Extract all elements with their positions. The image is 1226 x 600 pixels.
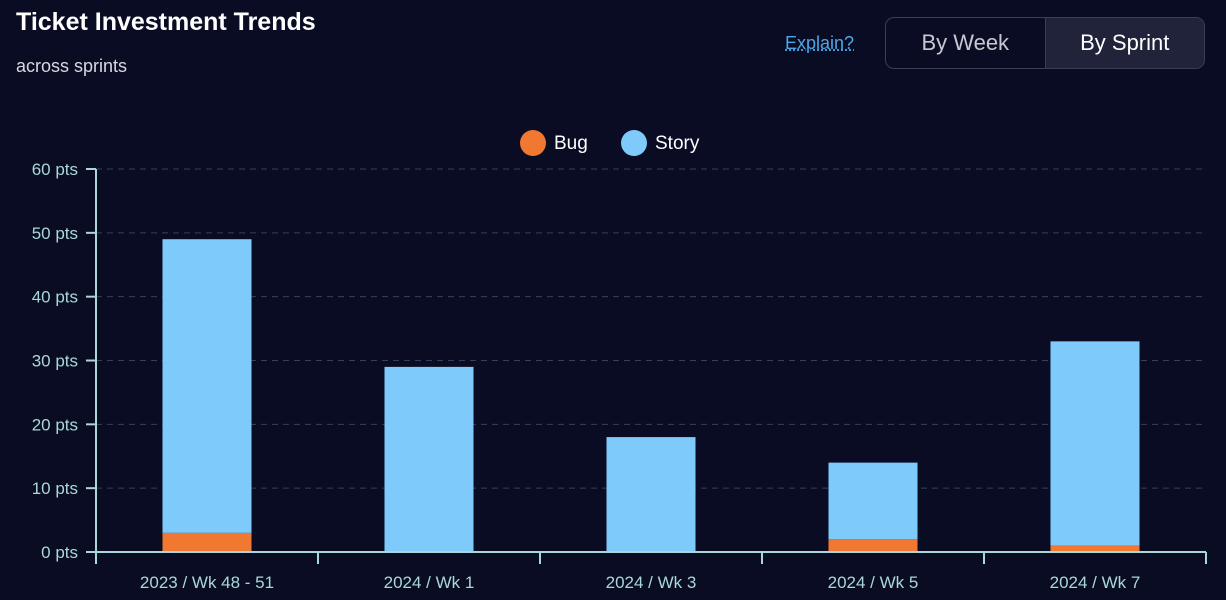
bar-story [828,462,918,540]
x-tick-label: 2023 / Wk 48 - 51 [140,573,274,592]
bar-story [384,366,474,552]
bar-bug [162,532,252,552]
legend-label-bug: Bug [554,133,588,154]
bar-bug [1050,545,1140,552]
y-tick-label: 20 pts [32,415,78,434]
x-tick-label: 2024 / Wk 1 [384,573,475,592]
explain-link[interactable]: Explain? [785,33,855,53]
y-tick-label: 10 pts [32,479,78,498]
y-tick-label: 50 pts [32,224,78,243]
y-tick-label: 30 pts [32,352,78,371]
legend-marker-bug [520,130,546,156]
chart-subtitle: across sprints [16,56,128,76]
bar-story [162,239,252,533]
by-sprint-button[interactable]: By Sprint [1044,18,1204,68]
bar-story [606,437,696,552]
y-tick-label: 0 pts [41,543,78,562]
bar-story [1050,341,1140,546]
view-toggle: By Week By Sprint [885,17,1205,69]
x-tick-label: 2024 / Wk 3 [606,573,697,592]
legend-marker-story [621,130,647,156]
x-tick-label: 2024 / Wk 7 [1050,573,1141,592]
y-tick-label: 40 pts [32,288,78,307]
bar-bug [828,539,918,552]
legend-label-story: Story [655,133,700,154]
by-week-button[interactable]: By Week [921,30,1010,55]
chart-title: Ticket Investment Trends [16,8,316,36]
y-tick-label: 60 pts [32,160,78,179]
x-tick-label: 2024 / Wk 5 [828,573,919,592]
